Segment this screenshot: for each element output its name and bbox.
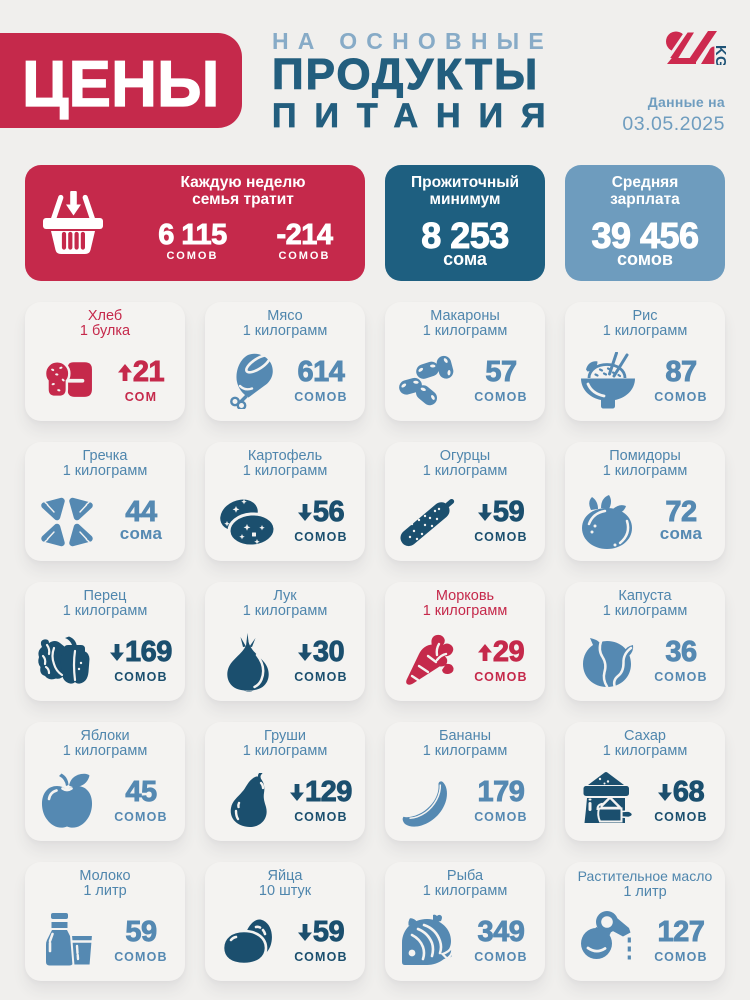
- svg-text:KG: KG: [712, 45, 727, 65]
